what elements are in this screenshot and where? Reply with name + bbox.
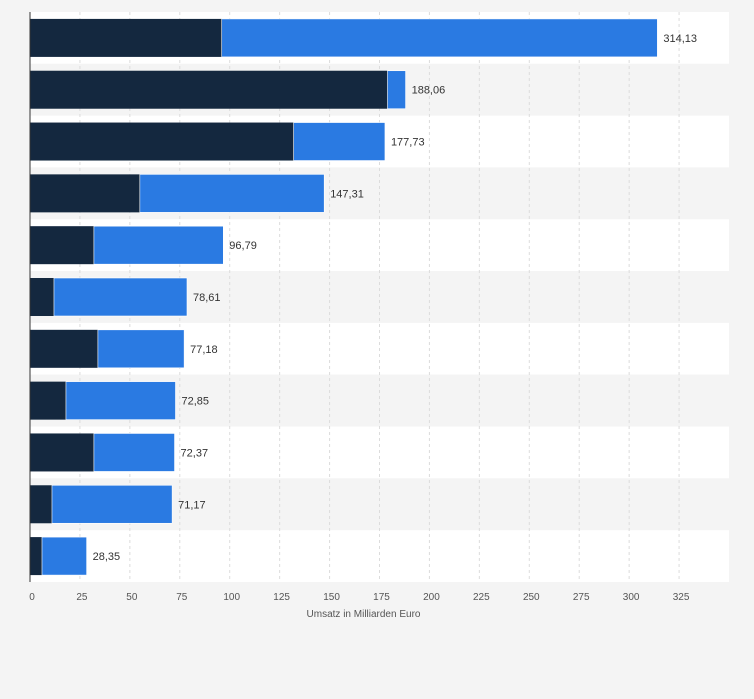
bar-series1 xyxy=(30,485,52,524)
bar-series1 xyxy=(30,278,54,316)
bar-series1 xyxy=(30,329,98,368)
bar-series2 xyxy=(53,277,188,317)
bar-series2 xyxy=(221,18,658,58)
x-tick-label: 325 xyxy=(673,592,690,603)
bar-series2 xyxy=(293,122,386,161)
bar-series1 xyxy=(30,174,140,213)
row-band xyxy=(30,530,729,582)
value-labels: 314,13 188,06 177,73 147,31 96,79 78,61 77,18 7… xyxy=(93,33,697,563)
x-tick-label: 25 xyxy=(76,592,88,603)
x-axis-ticks: 0 25 50 75 100 125 150 175 200 225 250 275 300 325 xyxy=(29,592,690,603)
bar-value-label: 28,35 xyxy=(93,551,121,563)
bar-series2 xyxy=(41,536,87,576)
x-tick-label: 100 xyxy=(223,592,240,603)
bar-series1 xyxy=(30,433,94,472)
x-tick-label: 150 xyxy=(323,592,340,603)
bar-value-label: 177,73 xyxy=(391,137,425,149)
bar-series1 xyxy=(30,70,388,109)
bar-value-label: 147,31 xyxy=(330,188,364,200)
x-tick-label: 75 xyxy=(176,592,188,603)
x-tick-label: 200 xyxy=(423,592,440,603)
bar-value-label: 78,61 xyxy=(193,292,221,304)
x-axis-title: Umsatz in Milliarden Euro xyxy=(307,609,421,620)
bars xyxy=(30,18,658,576)
x-tick-label: 50 xyxy=(126,592,138,603)
x-tick-label: 0 xyxy=(29,592,35,603)
bar-series1 xyxy=(30,537,42,576)
bar-series2 xyxy=(93,225,224,265)
bar-value-label: 96,79 xyxy=(229,240,257,252)
bar-value-label: 314,13 xyxy=(663,33,697,45)
bar-series2 xyxy=(65,381,176,420)
bar-value-label: 72,85 xyxy=(181,396,209,408)
x-tick-label: 275 xyxy=(573,592,590,603)
bar-series2 xyxy=(93,433,175,472)
x-tick-label: 125 xyxy=(273,592,290,603)
bar-value-label: 71,17 xyxy=(178,499,206,511)
x-tick-label: 300 xyxy=(623,592,640,603)
bar-series2 xyxy=(51,484,173,524)
bar-series2 xyxy=(97,329,185,369)
bar-series1 xyxy=(30,226,94,265)
bar-value-label: 77,18 xyxy=(190,344,218,356)
bar-series2 xyxy=(139,174,325,213)
x-tick-label: 225 xyxy=(473,592,490,603)
bar-series2 xyxy=(387,70,406,110)
bar-value-label: 72,37 xyxy=(181,447,209,459)
bar-value-label: 188,06 xyxy=(412,85,446,97)
x-tick-label: 250 xyxy=(523,592,540,603)
bar-series1 xyxy=(30,122,294,161)
bar-series1 xyxy=(30,381,66,420)
x-tick-label: 175 xyxy=(373,592,390,603)
bar-series1 xyxy=(30,18,222,57)
